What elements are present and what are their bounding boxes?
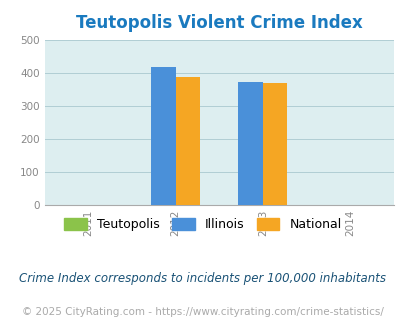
Bar bbox=[238, 82, 262, 205]
Bar bbox=[262, 83, 287, 205]
Text: © 2025 CityRating.com - https://www.cityrating.com/crime-statistics/: © 2025 CityRating.com - https://www.city… bbox=[22, 307, 383, 317]
Bar bbox=[151, 67, 175, 205]
Bar bbox=[175, 77, 200, 205]
Legend: Teutopolis, Illinois, National: Teutopolis, Illinois, National bbox=[59, 213, 346, 236]
Title: Teutopolis Violent Crime Index: Teutopolis Violent Crime Index bbox=[76, 15, 362, 32]
Text: Crime Index corresponds to incidents per 100,000 inhabitants: Crime Index corresponds to incidents per… bbox=[19, 272, 386, 285]
